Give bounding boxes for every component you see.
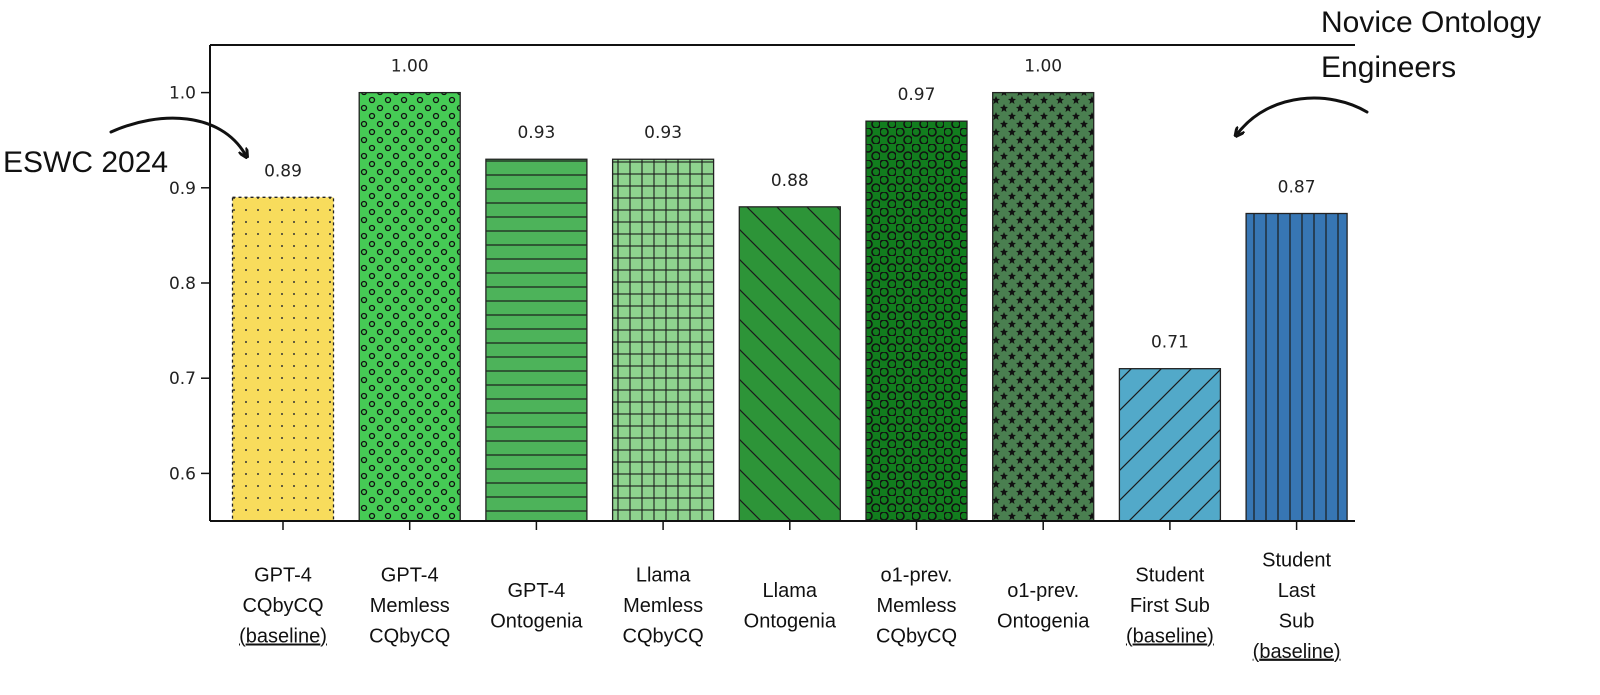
x-tick-label: GPT-4: [381, 565, 439, 587]
x-tick-label: Sub: [1279, 610, 1315, 632]
value-label: 0.97: [898, 85, 936, 105]
bar-hatch: [1246, 213, 1348, 521]
y-tick-label: 1.0: [169, 84, 196, 104]
x-tick-label: (baseline): [1126, 626, 1214, 648]
x-tick-label: First Sub: [1130, 595, 1210, 617]
x-tick-label: GPT-4: [508, 580, 566, 602]
annotation-novice: Novice Ontology Engineers: [1238, 6, 1541, 133]
value-label: 0.93: [644, 123, 682, 143]
bar-hatch: [232, 197, 334, 521]
value-label: 0.89: [264, 161, 302, 181]
bar-group: [485, 158, 588, 522]
y-tick-label: 0.7: [169, 369, 196, 389]
y-tick-label: 0.8: [169, 274, 196, 294]
value-label: 0.93: [517, 123, 555, 143]
y-tick-label: 0.9: [169, 179, 196, 199]
x-tick-labels: GPT-4 CQbyCQ (baseline) GPT-4 Memless CQbyCQ G…: [239, 521, 1341, 663]
value-labels-layer: 0.89 1.00 0.93 0.93 0.88 0.97 1.00 0.71 0.87: [264, 57, 1315, 353]
bar-group: [1245, 212, 1348, 522]
y-tick-label: 0.6: [169, 464, 196, 484]
bar-group: [611, 158, 715, 522]
x-tick-label: GPT-4: [254, 565, 312, 587]
value-label: 0.87: [1278, 178, 1316, 198]
bar-group: [738, 206, 841, 522]
value-label: 1.00: [1024, 57, 1062, 77]
bars-layer: [231, 91, 1348, 522]
x-tick-label: CQbyCQ: [369, 626, 450, 648]
x-tick-label: Memless: [876, 595, 956, 617]
annotation-eswc: ESWC 2024: [3, 116, 245, 179]
x-tick-label: CQbyCQ: [876, 626, 957, 648]
x-tick-label: Ontogenia: [997, 610, 1090, 632]
bar-group: [231, 196, 335, 522]
annotation-novice-line1: Novice Ontology: [1321, 6, 1541, 39]
x-tick-label: (baseline): [1253, 641, 1341, 663]
bar-hatch: [359, 92, 461, 521]
x-tick-label: CQbyCQ: [623, 626, 704, 648]
x-tick-label: Student: [1135, 565, 1204, 587]
annotation-novice-line2: Engineers: [1321, 51, 1456, 84]
x-tick-label: Memless: [623, 595, 703, 617]
value-label: 0.88: [771, 171, 809, 191]
bar-group: [358, 91, 461, 522]
bar-group: [1118, 368, 1222, 522]
x-tick-label: Ontogenia: [490, 610, 583, 632]
x-tick-label: Ontogenia: [744, 610, 837, 632]
value-label: 0.71: [1151, 333, 1189, 353]
x-tick-label: CQbyCQ: [242, 595, 323, 617]
x-tick-label: (baseline): [239, 626, 327, 648]
bar-hatch: [866, 121, 967, 521]
x-tick-label: o1-prev.: [1007, 580, 1079, 602]
y-axis: 0.6 0.7 0.8 0.9 1.0: [169, 44, 1355, 522]
x-tick-label: Llama: [763, 580, 818, 602]
x-tick-label: o1-prev.: [881, 565, 953, 587]
bar-hatch: [1119, 368, 1221, 521]
bar-hatch: [992, 92, 1094, 521]
bar-group: [865, 120, 968, 522]
value-label: 1.00: [391, 57, 429, 77]
x-tick-label: Student: [1262, 549, 1331, 571]
x-tick-label: Last: [1278, 580, 1316, 602]
bar-group: [992, 91, 1095, 522]
x-tick-label: Memless: [370, 595, 450, 617]
annotation-eswc-arrow: [109, 116, 245, 154]
annotation-novice-arrow: [1238, 96, 1369, 133]
bar-hatch: [739, 206, 841, 521]
annotation-eswc-label: ESWC 2024: [3, 146, 168, 179]
bar-hatch: [612, 159, 714, 522]
x-tick-label: Llama: [636, 565, 691, 587]
bar-hatch: [485, 159, 587, 522]
